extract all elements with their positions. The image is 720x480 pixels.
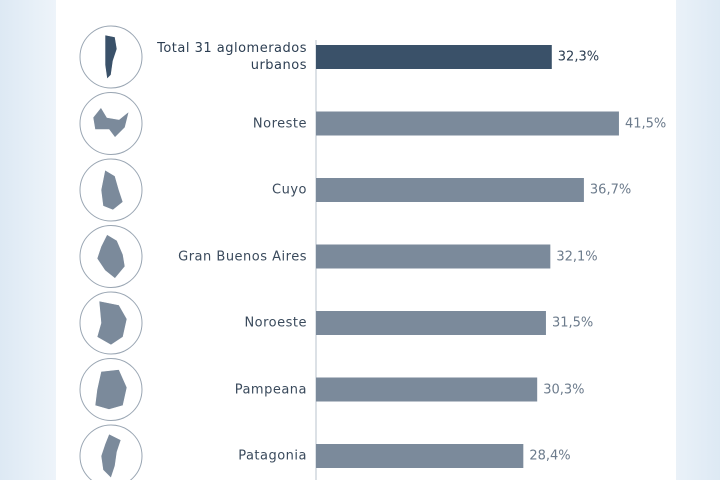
bar	[316, 111, 619, 136]
bar	[316, 178, 584, 202]
value-label: 41,5%	[624, 116, 667, 131]
value-label: 32,1%	[556, 249, 598, 264]
value-label: 28,4%	[529, 448, 571, 464]
category-label: Pampeana	[234, 382, 307, 397]
value-label: 36,7%	[589, 182, 632, 198]
region-icon	[96, 234, 126, 279]
region-icon	[100, 433, 122, 479]
bar	[316, 311, 546, 335]
region-icon	[104, 34, 118, 80]
category-label: Noreste	[252, 116, 307, 131]
region-icon	[92, 106, 130, 138]
bar	[316, 244, 551, 269]
value-label: 31,5%	[551, 315, 594, 331]
value-label: 32,3%	[557, 49, 600, 65]
bar	[316, 444, 524, 468]
bar	[316, 45, 552, 69]
category-label: Cuyo	[272, 182, 307, 198]
bar	[316, 377, 538, 402]
region-icon	[96, 300, 128, 346]
category-label: Gran Buenos Aires	[178, 249, 307, 264]
region-icon	[94, 369, 128, 410]
region-icon	[100, 169, 124, 211]
category-label: Patagonia	[238, 448, 307, 464]
value-label: 30,3%	[543, 382, 585, 397]
category-label: Total 31 aglomerados urbanos	[157, 41, 307, 73]
category-label: Noroeste	[244, 315, 307, 331]
